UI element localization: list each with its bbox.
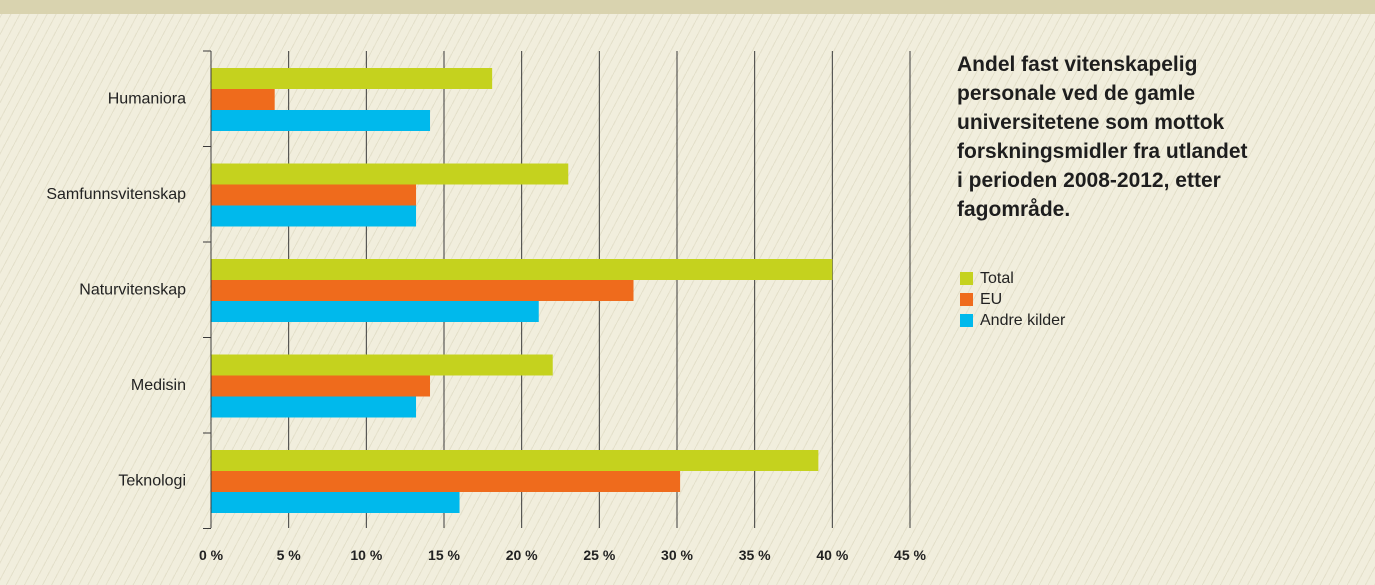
bar-teknologi-eu [211, 471, 681, 492]
legend-label-eu: EU [980, 290, 1003, 308]
bar-humaniora-eu [211, 89, 275, 110]
bar-medisin-total [211, 354, 553, 376]
category-label-naturvitenskap: Naturvitenskap [79, 282, 186, 299]
category-label-samfunnsvitenskap: Samfunnsvitenskap [46, 186, 186, 203]
bar-medisin-eu [211, 375, 431, 397]
bars [211, 68, 833, 513]
bar-samfunnsvitenskap-eu [211, 184, 417, 206]
x-tick-label-1: 5 % [277, 547, 302, 563]
category-label-medisin: Medisin [131, 377, 186, 394]
x-tick-label-0: 0 % [199, 547, 224, 563]
chart-title: Andel fast vitenskapelig personale ved d… [957, 53, 1248, 221]
top-band [0, 0, 1375, 14]
legend-label-andre-kilder: Andre kilder [980, 311, 1066, 329]
category-label-humaniora: Humaniora [108, 91, 186, 108]
bar-samfunnsvitenskap-andre-kilder [211, 205, 417, 227]
legend-swatch-eu [960, 293, 973, 306]
x-tick-label-3: 15 % [428, 547, 460, 563]
legend-swatch-total [960, 272, 973, 285]
legend-item-eu: EU [960, 289, 1065, 310]
legend-item-total: Total [960, 268, 1065, 289]
x-tick-label-7: 35 % [739, 547, 771, 563]
bar-samfunnsvitenskap-total [211, 163, 569, 185]
bar-naturvitenskap-total [211, 259, 833, 280]
x-tick-label-6: 30 % [661, 547, 693, 563]
legend: Total EU Andre kilder [960, 268, 1065, 331]
bar-humaniora-andre-kilder [211, 110, 431, 131]
x-tick-label-4: 20 % [506, 547, 538, 563]
bar-teknologi-andre-kilder [211, 492, 460, 513]
legend-label-total: Total [980, 269, 1014, 287]
x-tick-label-5: 25 % [583, 547, 615, 563]
x-tick-label-9: 45 % [894, 547, 926, 563]
legend-swatch-andre-kilder [960, 314, 973, 327]
bar-humaniora-total [211, 68, 493, 89]
bar-naturvitenskap-andre-kilder [211, 301, 539, 322]
x-tick-labels: 0 % 5 % 10 % 15 % 20 % 25 % 30 % 35 % 40 % 45 % [199, 547, 927, 563]
bar-teknologi-total [211, 450, 819, 471]
category-labels: Humaniora Samfunnsvitenskap Naturvitenskap… [46, 91, 186, 490]
x-tick-label-8: 40 % [816, 547, 848, 563]
bar-naturvitenskap-eu [211, 280, 634, 301]
category-label-teknologi: Teknologi [118, 473, 186, 490]
bar-medisin-andre-kilder [211, 396, 417, 418]
x-tick-label-2: 10 % [350, 547, 382, 563]
legend-item-andre-kilder: Andre kilder [960, 310, 1065, 331]
y-axis [203, 50, 212, 529]
